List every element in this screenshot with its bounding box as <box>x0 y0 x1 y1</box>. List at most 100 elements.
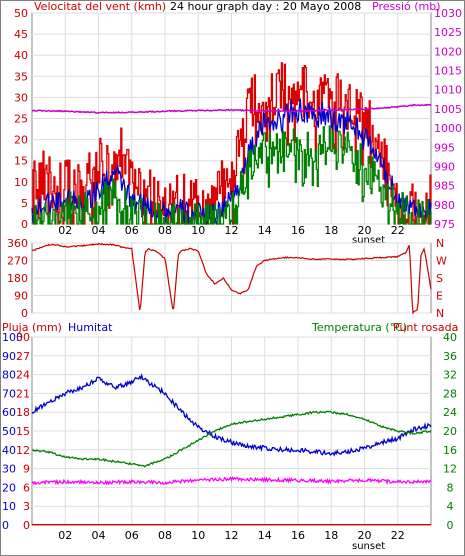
rain-y-tick-label: 3 <box>23 500 30 513</box>
temp-x-tick-labels: 02 04 06 08 10 12 14 16 18 20 22 <box>58 529 405 542</box>
wind-y-tick-label: 25 <box>14 113 28 126</box>
wind-y-tick-labels: 0 5 10 15 20 25 30 35 40 45 50 <box>14 7 28 231</box>
wind-x-tick-label: 20 <box>358 224 372 237</box>
wind-y-tick-label: 50 <box>14 7 28 20</box>
pressure-y-tick-labels: 975 980 985 990 995 1000 1005 1010 1015 1020 1025 1… <box>434 7 462 231</box>
dewpoint-axis-title: Punt rosada <box>393 321 458 334</box>
rain-axis-title: Pluja (mm) <box>2 321 62 334</box>
direction-y-tick-label: 360 <box>7 237 28 250</box>
humidity-series-line <box>31 373 432 457</box>
temperature-series-line <box>31 410 432 468</box>
temp-x-tick-label: 18 <box>324 529 338 542</box>
wind-x-tick-label: 04 <box>92 224 106 237</box>
humidity-y-tick-label: 30 <box>2 463 16 476</box>
wind-x-tick-label: 16 <box>291 224 305 237</box>
humidity-y-tick-label: 10 <box>2 500 16 513</box>
wind-x-tick-label: 12 <box>225 224 239 237</box>
compass-letter: E <box>436 290 443 303</box>
temp-x-tick-label: 12 <box>225 529 239 542</box>
wind-x-tick-label: 22 <box>391 224 405 237</box>
temperature-y-tick-label: 20 <box>443 425 457 438</box>
rain-y-tick-labels: 0 3 6 9 12 15 18 21 24 27 30 <box>16 331 30 532</box>
temperature-y-tick-label: 24 <box>443 406 457 419</box>
temperature-y-tick-label: 4 <box>447 500 454 513</box>
pressure-y-tick-label: 1000 <box>434 122 462 135</box>
rain-y-tick-label: 27 <box>16 350 30 363</box>
dewpoint-series-line <box>31 475 432 486</box>
temp-series <box>31 373 432 526</box>
wind-chart-title: 24 hour graph day : 20 Mayo 2008 <box>170 0 361 13</box>
rain-y-tick-label: 18 <box>16 406 30 419</box>
temp-x-tick-label: 14 <box>258 529 272 542</box>
wind-y-tick-label: 10 <box>14 176 28 189</box>
direction-y-tick-labels: 0 90 180 270 360 <box>7 237 28 320</box>
temperature-y-tick-label: 32 <box>443 369 457 382</box>
temp-x-tick-label: 20 <box>358 529 372 542</box>
compass-letter: N <box>436 237 444 250</box>
humidity-y-tick-label: 20 <box>2 481 16 494</box>
temp-sunset-annotation: sunset <box>352 541 385 552</box>
rain-y-tick-label: 24 <box>16 369 30 382</box>
compass-letter: S <box>436 272 443 285</box>
wind-y-tick-label: 40 <box>14 49 28 62</box>
direction-series-line <box>31 242 432 315</box>
temp-x-tick-label: 22 <box>391 529 405 542</box>
pressure-y-tick-label: 1030 <box>434 7 462 20</box>
direction-y-tick-label: 0 <box>21 307 28 320</box>
wind-x-tick-label: 06 <box>125 224 139 237</box>
pressure-y-tick-label: 1025 <box>434 26 462 39</box>
rain-y-tick-label: 30 <box>16 331 30 344</box>
temp-x-tick-label: 10 <box>191 529 205 542</box>
pressure-y-tick-label: 1010 <box>434 84 462 97</box>
pressure-axis-title: Pressió (mb) <box>372 0 441 13</box>
wind-x-tick-labels: 02 04 06 08 10 12 14 16 18 20 22 <box>58 224 405 237</box>
direction-y-tick-label: 90 <box>14 290 28 303</box>
humidity-y-tick-label: 0 <box>2 519 9 532</box>
temperature-y-tick-label: 0 <box>447 519 454 532</box>
wind-y-tick-label: 20 <box>14 134 28 147</box>
humidity-y-tick-label: 70 <box>2 387 16 400</box>
rain-y-tick-label: 6 <box>23 481 30 494</box>
humidity-y-tick-label: 90 <box>2 350 16 363</box>
temperature-axis-title: Temperatura (°C) <box>311 321 407 334</box>
temperature-y-tick-label: 28 <box>443 387 457 400</box>
wind-y-tick-label: 15 <box>14 155 28 168</box>
temp-x-tick-label: 02 <box>58 529 72 542</box>
pressure-y-tick-label: 980 <box>434 199 455 212</box>
wind-x-tick-label: 08 <box>158 224 172 237</box>
wind-x-tick-label: 02 <box>58 224 72 237</box>
pressure-y-tick-label: 975 <box>434 218 455 231</box>
direction-y-tick-label: 270 <box>7 255 28 268</box>
rain-y-tick-label: 9 <box>23 463 30 476</box>
humidity-y-tick-label: 100 <box>2 331 23 344</box>
temperature-y-tick-labels: 0 4 8 12 16 20 24 28 32 36 40 <box>443 331 457 532</box>
temperature-y-tick-label: 40 <box>443 331 457 344</box>
pressure-y-tick-label: 1015 <box>434 65 462 78</box>
average-series-line <box>32 125 432 225</box>
pressure-y-tick-label: 985 <box>434 180 455 193</box>
compass-letter: N <box>436 307 444 320</box>
pressure-y-tick-label: 1005 <box>434 103 462 116</box>
temp-x-tick-label: 06 <box>125 529 139 542</box>
pressure-y-tick-label: 990 <box>434 160 455 173</box>
temp-x-tick-label: 08 <box>158 529 172 542</box>
rain-y-tick-label: 0 <box>23 519 30 532</box>
wind-y-tick-label: 30 <box>14 91 28 104</box>
pressure-series-line <box>31 103 432 115</box>
temperature-y-tick-label: 16 <box>443 444 457 457</box>
humidity-y-tick-labels: 0 10 20 30 40 50 60 70 80 90 100 <box>2 331 23 532</box>
direction-series <box>31 242 432 315</box>
temperature-y-tick-label: 12 <box>443 463 457 476</box>
direction-y-tick-label: 180 <box>7 272 28 285</box>
wind-series <box>31 62 432 225</box>
rain-y-tick-label: 12 <box>16 444 30 457</box>
wind-y-tick-label: 45 <box>14 28 28 41</box>
wind-y-tick-label: 0 <box>21 218 28 231</box>
temp-x-tick-label: 04 <box>92 529 106 542</box>
humidity-y-tick-label: 40 <box>2 444 16 457</box>
